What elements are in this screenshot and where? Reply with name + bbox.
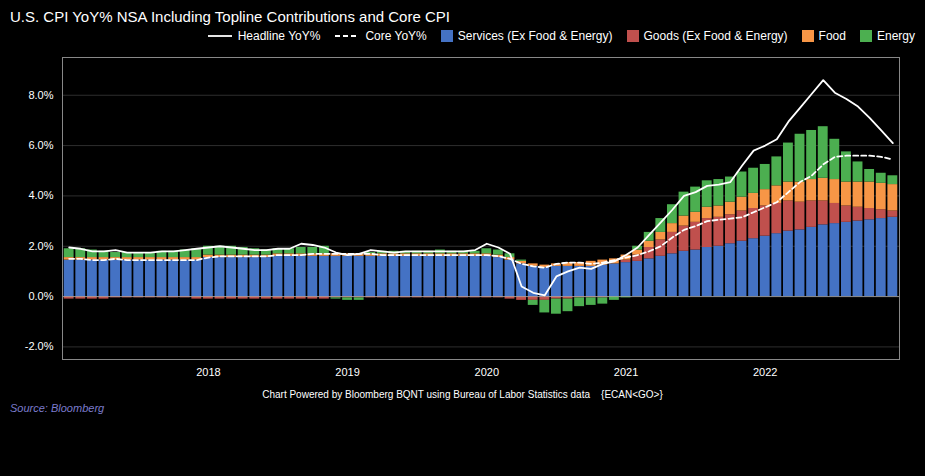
svg-text:0.0%: 0.0%	[28, 290, 53, 302]
html-text:U.S. CPI YoY% NSA Including To: U.S. CPI YoY% NSA Including Topline Cont…	[10, 8, 450, 25]
html-text:Core YoY%: Core YoY%	[365, 29, 427, 43]
svg-text:4.0%: 4.0%	[28, 189, 53, 201]
svg-text:2018: 2018	[196, 366, 220, 378]
html-text:Food: Food	[818, 29, 846, 43]
html-text:Energy: Energy	[877, 29, 915, 43]
html-text:Goods (Ex Food & Energy): Goods (Ex Food & Energy)	[643, 29, 788, 43]
svg-text:2019: 2019	[335, 366, 359, 378]
html-text:Headline YoY%: Headline YoY%	[237, 29, 321, 43]
html-text:Source: Bloomberg: Source: Bloomberg	[10, 402, 105, 414]
svg-text:2021: 2021	[614, 366, 638, 378]
svg-text:6.0%: 6.0%	[28, 139, 53, 151]
svg-text:8.0%: 8.0%	[28, 89, 53, 101]
html-text:Services (Ex Food & Energy): Services (Ex Food & Energy)	[457, 29, 613, 43]
html-text:Chart Powered by Bloomberg BQN: Chart Powered by Bloomberg BQNT using Bu…	[262, 389, 663, 400]
svg-text:-2.0%: -2.0%	[25, 340, 54, 352]
svg-text:2022: 2022	[753, 366, 777, 378]
svg-text:2.0%: 2.0%	[28, 240, 53, 252]
svg-text:2020: 2020	[475, 366, 499, 378]
